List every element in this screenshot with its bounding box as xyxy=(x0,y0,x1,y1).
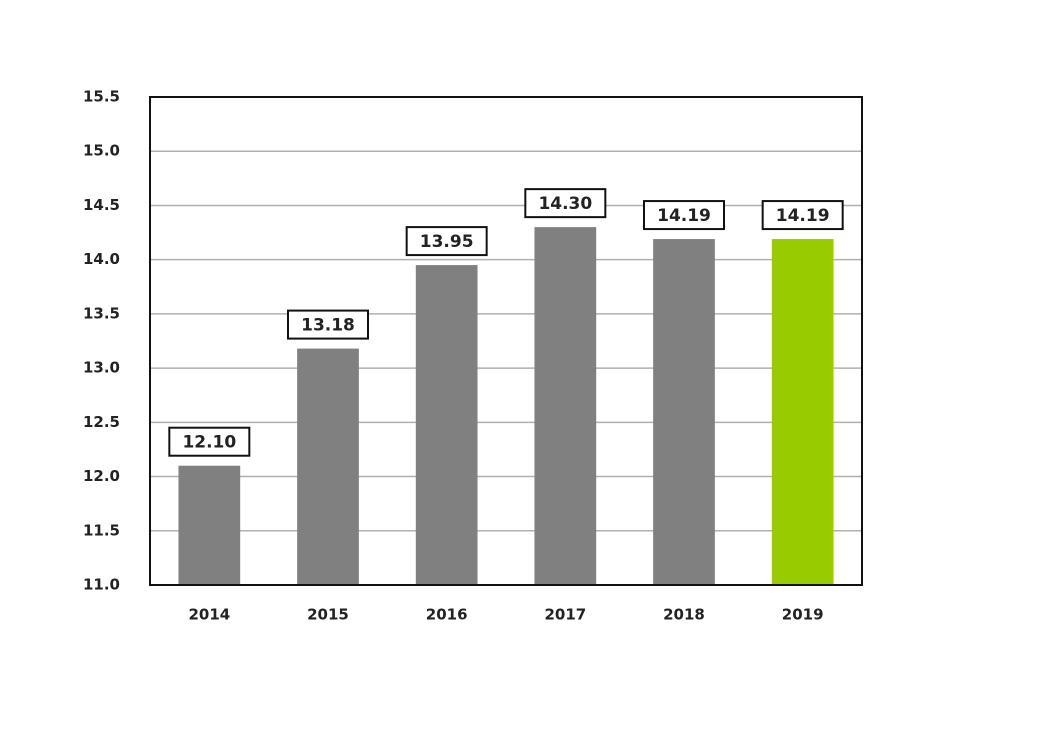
value-label: 14.19 xyxy=(657,206,711,226)
y-tick-label: 13.0 xyxy=(83,359,120,377)
y-tick-label: 11.0 xyxy=(83,576,120,594)
x-tick-label: 2018 xyxy=(663,606,705,624)
y-tick-label: 15.0 xyxy=(83,142,120,160)
y-tick-label: 13.5 xyxy=(83,304,120,322)
bar xyxy=(653,239,715,585)
bar xyxy=(771,239,834,585)
x-tick-label: 2019 xyxy=(782,606,824,624)
value-label: 14.30 xyxy=(538,194,592,214)
y-tick-label: 11.5 xyxy=(83,521,120,539)
value-label-box xyxy=(761,200,844,231)
value-label-box xyxy=(168,426,251,457)
x-tick-label: 2015 xyxy=(307,606,349,624)
value-label-box xyxy=(643,200,725,231)
value-label: 13.18 xyxy=(301,316,355,336)
value-label: 14.19 xyxy=(776,206,830,226)
x-tick-label: 2016 xyxy=(426,606,468,624)
x-tick-label: 2017 xyxy=(544,606,586,624)
value-label-box xyxy=(287,309,369,340)
x-tick-label: 2014 xyxy=(188,606,230,624)
value-label: 13.95 xyxy=(420,232,474,252)
y-tick-label: 14.0 xyxy=(83,250,120,268)
bar xyxy=(178,465,241,585)
bar xyxy=(534,227,597,585)
y-tick-label: 12.5 xyxy=(83,413,120,431)
y-tick-label: 15.5 xyxy=(83,88,120,106)
value-label-box xyxy=(405,226,488,257)
bar xyxy=(297,348,359,585)
value-label-box xyxy=(524,188,607,219)
y-tick-label: 12.0 xyxy=(83,467,120,485)
plot-border xyxy=(149,96,863,586)
value-label: 12.10 xyxy=(182,433,236,453)
bar xyxy=(415,265,478,585)
y-tick-label: 14.5 xyxy=(83,196,120,214)
